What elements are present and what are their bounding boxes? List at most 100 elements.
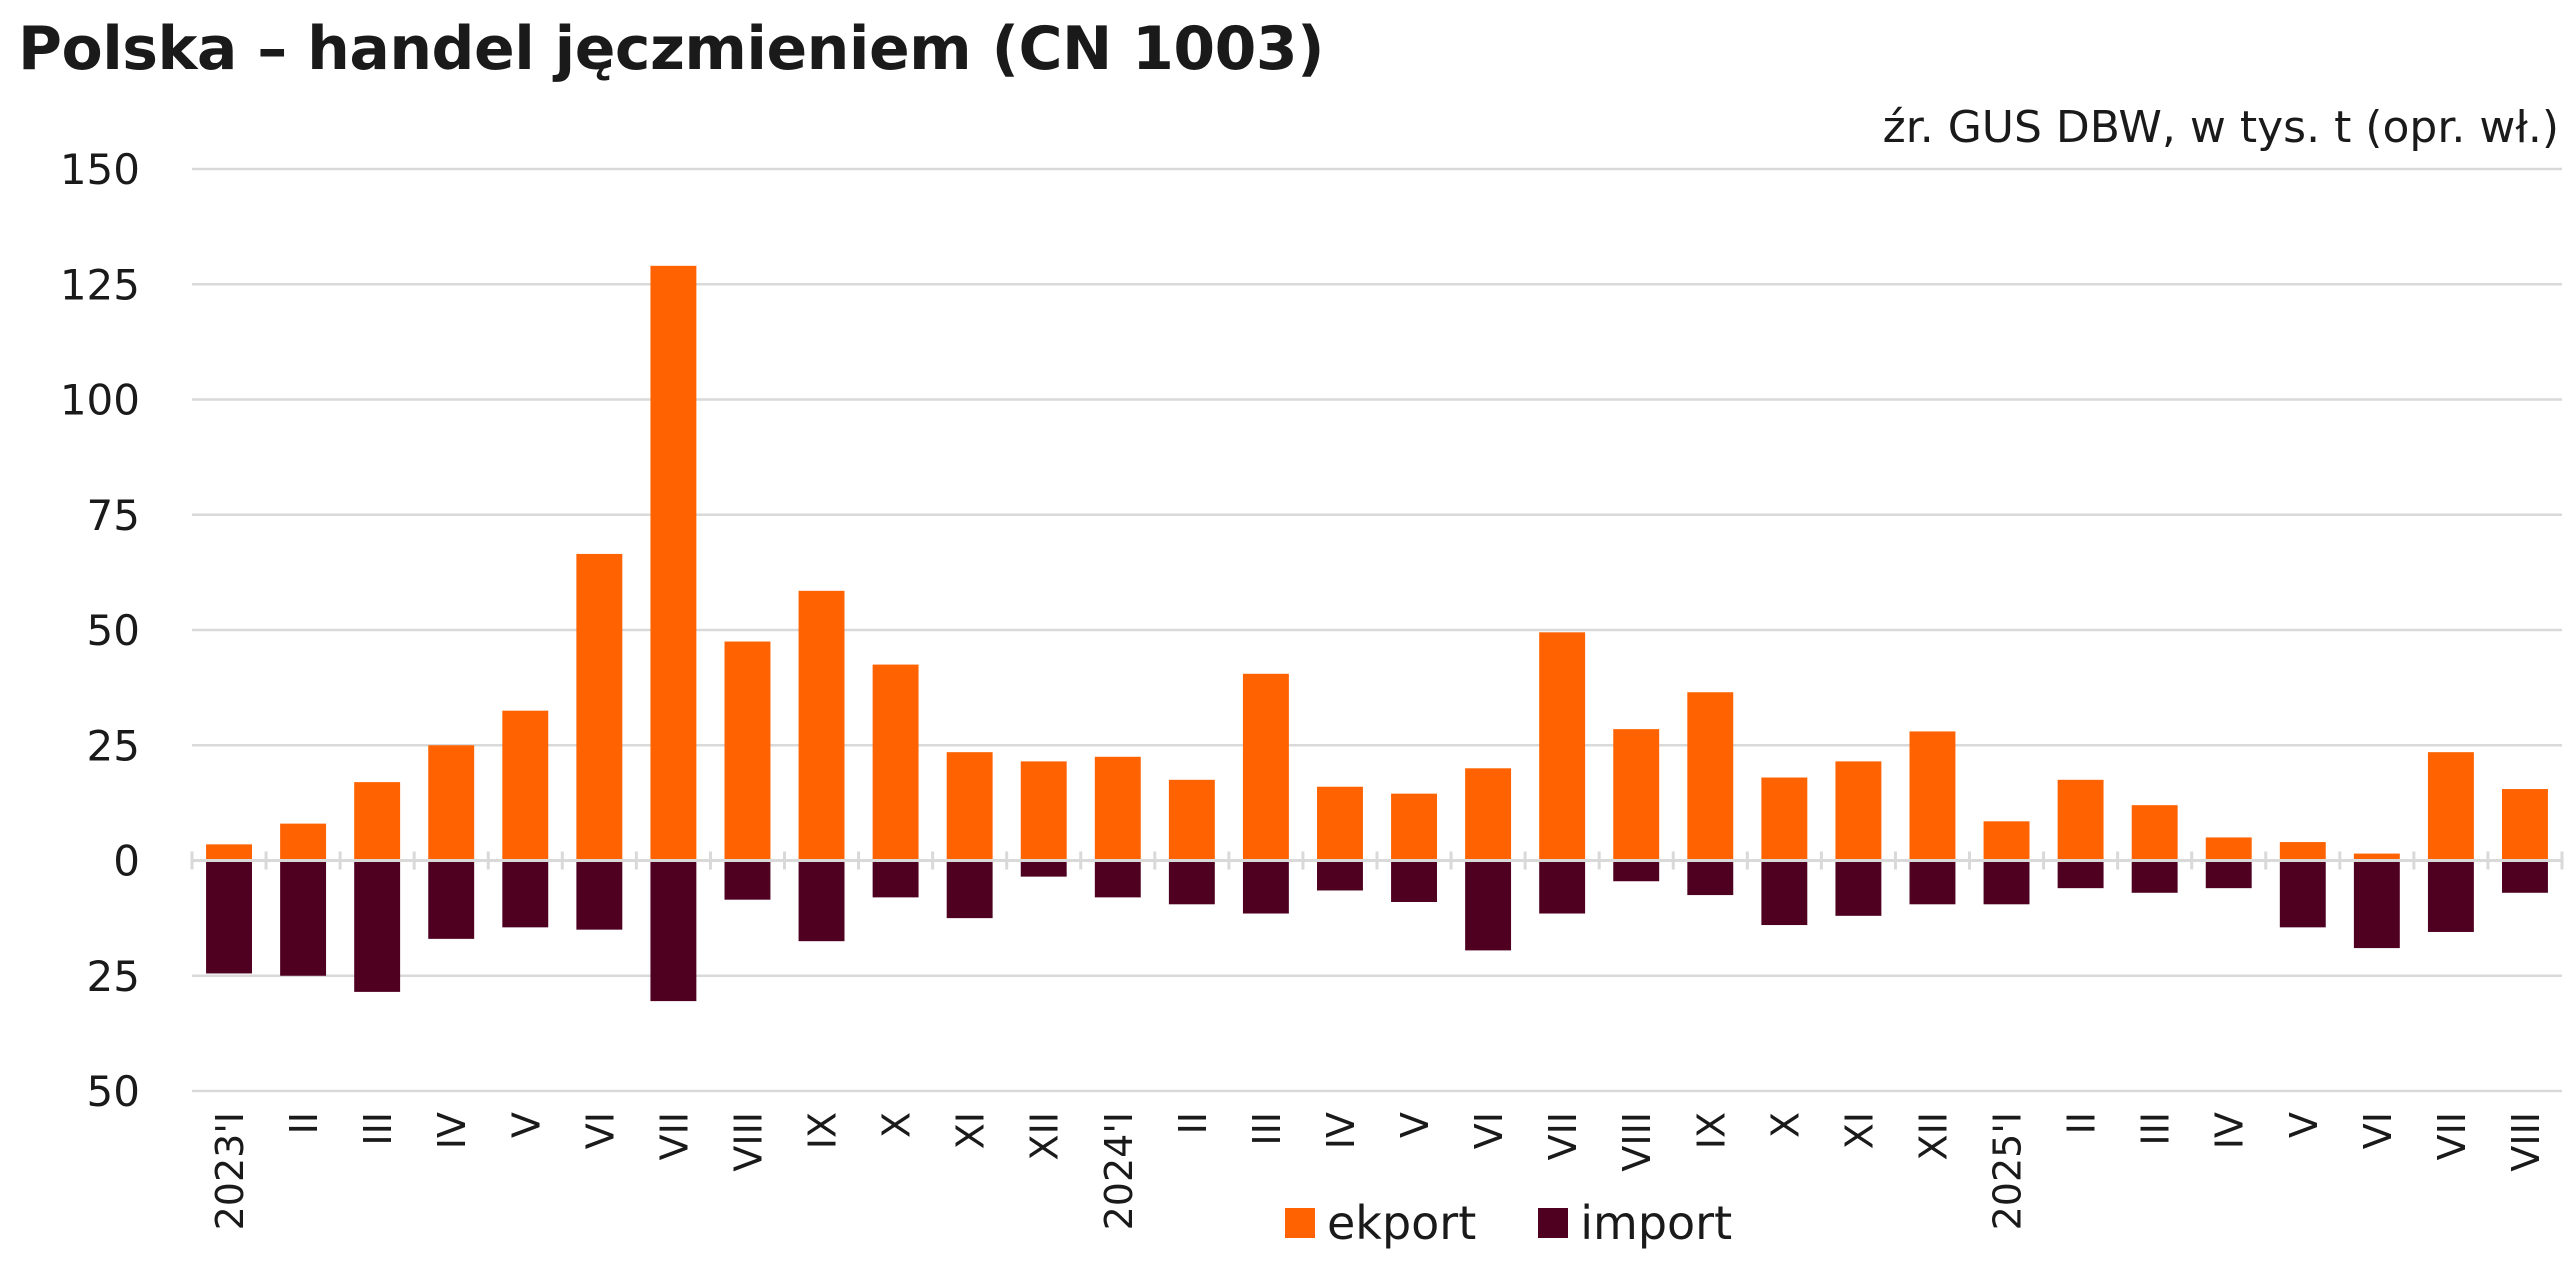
bar-import: [2205, 860, 2252, 889]
y-tick-label: 150: [60, 145, 140, 194]
y-tick-label: 0: [113, 837, 140, 886]
bar-import: [650, 860, 697, 1002]
legend-label-import: import: [1580, 1196, 1733, 1250]
bar-export: [1465, 768, 1512, 861]
bar-export: [2427, 752, 2474, 861]
zero-axis: [190, 851, 2564, 870]
x-tick-label: II: [2060, 1112, 2104, 1134]
bar-import: [1539, 860, 1586, 914]
bar-export: [1242, 673, 1289, 861]
legend-swatch-import: [1538, 1208, 1569, 1238]
bar-export: [1539, 632, 1586, 861]
bar-export: [2353, 853, 2400, 861]
bar-export: [872, 664, 919, 861]
bar-import: [2131, 860, 2178, 893]
source-note: źr. GUS DBW, w tys. t (opr. wł.): [1882, 102, 2559, 153]
x-axis-ticks: 2023'I II III IV V VI VII VIII IX X XI XII 2024'I II I…: [208, 1112, 2548, 1230]
x-tick-label: VII: [652, 1112, 696, 1160]
bar-export: [2057, 779, 2104, 861]
x-tick-label: 2024'I: [1097, 1112, 1141, 1230]
bar-export: [2205, 837, 2252, 861]
bar-import: [1983, 860, 2030, 905]
bar-import: [354, 860, 401, 992]
bar-import: [1317, 860, 1363, 891]
bar-import: [206, 860, 252, 974]
bar-export: [1391, 793, 1437, 861]
legend-item-import: import: [1538, 1196, 1732, 1250]
bar-export: [354, 782, 401, 861]
bar-import: [1761, 860, 1808, 926]
x-tick-label: VI: [1467, 1112, 1511, 1149]
bar-import: [2279, 860, 2326, 928]
x-tick-label: X: [1763, 1112, 1807, 1138]
bar-export: [2502, 789, 2548, 861]
bar-import: [1391, 860, 1437, 902]
bar-export: [650, 265, 697, 861]
x-tick-label: XII: [1911, 1112, 1955, 1160]
x-tick-label: V: [504, 1112, 548, 1138]
x-tick-label: III: [356, 1112, 400, 1146]
y-tick-label: 75: [87, 491, 140, 540]
bar-export: [1168, 779, 1215, 861]
x-tick-label: VII: [2430, 1112, 2474, 1160]
bar-import: [1020, 860, 1067, 877]
bar-import: [1242, 860, 1289, 914]
bar-export: [1613, 729, 1660, 861]
bar-import: [872, 860, 919, 898]
bar-import: [1687, 860, 1734, 896]
x-tick-label: IV: [2208, 1112, 2252, 1149]
bar-import: [428, 860, 475, 939]
x-tick-label: VI: [578, 1112, 622, 1149]
x-tick-label: VIII: [726, 1112, 770, 1172]
bar-import: [798, 860, 845, 942]
y-tick-label: 50: [87, 1067, 140, 1116]
x-tick-label: IV: [1319, 1112, 1363, 1149]
x-tick-label: II: [1171, 1112, 1215, 1134]
x-tick-label: XI: [1837, 1112, 1881, 1149]
bar-import: [1613, 860, 1660, 882]
x-tick-label: VIII: [1615, 1112, 1659, 1172]
bar-export: [1317, 786, 1363, 861]
bar-import: [1465, 860, 1512, 951]
bar-import: [1835, 860, 1882, 916]
bars: [206, 265, 2548, 1002]
y-tick-label: 125: [60, 260, 140, 309]
bar-export: [428, 745, 475, 861]
bar-export: [1687, 692, 1734, 861]
bar-import: [2353, 860, 2400, 949]
bar-export: [1761, 777, 1808, 861]
x-tick-label: V: [2282, 1112, 2326, 1138]
bar-export: [206, 844, 252, 861]
bar-import: [1094, 860, 1141, 898]
bar-export: [1983, 821, 2030, 861]
bar-import: [2057, 860, 2104, 889]
y-tick-label: 25: [87, 952, 140, 1001]
legend-item-export: ekport: [1285, 1196, 1476, 1250]
bar-export: [1909, 731, 1956, 861]
x-tick-label: VIII: [2504, 1112, 2548, 1172]
bar-export: [576, 553, 623, 861]
y-axis-ticks: 150 125 100 75 50 25 0 25 50: [60, 145, 140, 1116]
x-tick-label: VI: [2356, 1112, 2400, 1149]
y-tick-label: 50: [87, 606, 140, 655]
x-tick-label: IX: [1689, 1112, 1733, 1149]
x-tick-label: X: [875, 1112, 919, 1138]
bar-import: [1909, 860, 1956, 905]
x-tick-label: XII: [1023, 1112, 1067, 1160]
gridlines: [192, 167, 2562, 1093]
x-tick-label: 2023'I: [208, 1112, 252, 1230]
y-tick-label: 25: [87, 721, 140, 770]
bar-export: [946, 752, 993, 861]
x-tick-label: XI: [949, 1112, 993, 1149]
x-tick-label: IV: [430, 1112, 474, 1149]
bar-import: [1168, 860, 1215, 905]
bar-import: [2427, 860, 2474, 932]
bar-import: [576, 860, 623, 930]
bar-export: [1835, 761, 1882, 861]
x-tick-label: V: [1393, 1112, 1437, 1138]
legend-swatch-export: [1285, 1208, 1315, 1238]
legend: ekport import: [1285, 1196, 1794, 1250]
x-tick-label: VII: [1541, 1112, 1585, 1160]
bar-export: [2279, 842, 2326, 861]
